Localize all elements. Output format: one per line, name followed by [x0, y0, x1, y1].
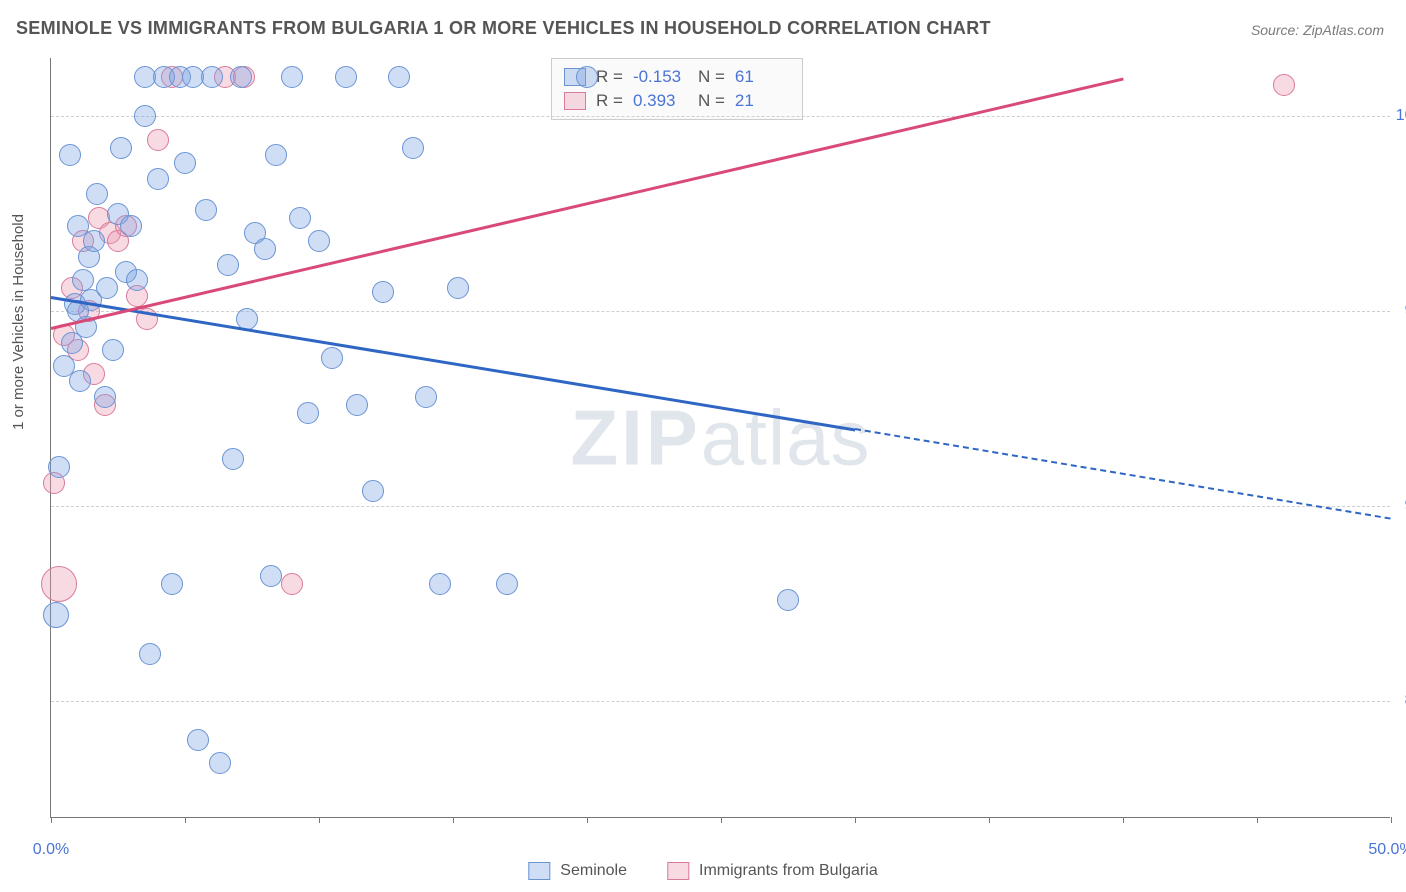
swatch-series2: [564, 92, 586, 110]
data-point-series1: [777, 589, 799, 611]
data-point-series1: [83, 230, 105, 252]
regression-line-series1: [51, 296, 855, 431]
x-tick: [1257, 817, 1258, 823]
x-tick: [51, 817, 52, 823]
data-point-series1: [147, 168, 169, 190]
data-point-series1: [415, 386, 437, 408]
data-point-series1: [187, 729, 209, 751]
n-label: N =: [698, 91, 725, 111]
data-point-series1: [281, 66, 303, 88]
data-point-series1: [120, 215, 142, 237]
data-point-series1: [48, 456, 70, 478]
data-point-series1: [102, 339, 124, 361]
data-point-series1: [576, 66, 598, 88]
data-point-series1: [372, 281, 394, 303]
scatter-plot-area: ZIPatlas R = -0.153 N = 61 R = 0.393 N =…: [50, 58, 1390, 818]
data-point-series1: [43, 602, 69, 628]
data-point-series1: [429, 573, 451, 595]
data-point-series2: [281, 573, 303, 595]
data-point-series1: [496, 573, 518, 595]
data-point-series1: [402, 137, 424, 159]
r-label: R =: [596, 91, 623, 111]
data-point-series1: [217, 254, 239, 276]
data-point-series1: [362, 480, 384, 502]
stats-row-series2: R = 0.393 N = 21: [564, 89, 790, 113]
data-point-series1: [297, 402, 319, 424]
x-tick-label: 50.0%: [1368, 841, 1406, 859]
source-attribution: Source: ZipAtlas.com: [1251, 22, 1384, 38]
y-axis-label: 1 or more Vehicles in Household: [10, 214, 27, 430]
r-label: R =: [596, 67, 623, 87]
data-point-series1: [388, 66, 410, 88]
data-point-series1: [195, 199, 217, 221]
y-tick-label: 95.0%: [1395, 302, 1406, 320]
data-point-series1: [308, 230, 330, 252]
data-point-series1: [209, 752, 231, 774]
data-point-series1: [222, 448, 244, 470]
legend-item-series1: Seminole: [528, 862, 627, 880]
data-point-series1: [59, 144, 81, 166]
data-point-series1: [96, 277, 118, 299]
data-point-series1: [126, 269, 148, 291]
x-tick: [989, 817, 990, 823]
data-point-series1: [134, 105, 156, 127]
data-point-series1: [265, 144, 287, 166]
legend-item-series2: Immigrants from Bulgaria: [667, 862, 878, 880]
data-point-series1: [139, 643, 161, 665]
legend: Seminole Immigrants from Bulgaria: [528, 862, 877, 880]
x-tick: [453, 817, 454, 823]
data-point-series1: [335, 66, 357, 88]
data-point-series1: [201, 66, 223, 88]
data-point-series1: [174, 152, 196, 174]
data-point-series1: [110, 137, 132, 159]
data-point-series1: [230, 66, 252, 88]
grid-line: [51, 116, 1390, 117]
n-label: N =: [698, 67, 725, 87]
data-point-series1: [447, 277, 469, 299]
data-point-series1: [161, 573, 183, 595]
x-tick: [855, 817, 856, 823]
data-point-series2: [147, 129, 169, 151]
n-value-series2: 21: [735, 91, 790, 111]
x-tick-label: 0.0%: [33, 841, 69, 859]
grid-line: [51, 506, 1390, 507]
y-tick-label: 85.0%: [1395, 692, 1406, 710]
y-tick-label: 90.0%: [1395, 497, 1406, 515]
x-tick: [1123, 817, 1124, 823]
x-tick: [721, 817, 722, 823]
data-point-series1: [321, 347, 343, 369]
data-point-series1: [86, 183, 108, 205]
legend-label-series2: Immigrants from Bulgaria: [699, 862, 878, 880]
data-point-series2: [41, 566, 77, 602]
data-point-series1: [254, 238, 276, 260]
n-value-series1: 61: [735, 67, 790, 87]
swatch-series1: [528, 862, 550, 880]
data-point-series1: [289, 207, 311, 229]
data-point-series1: [69, 370, 91, 392]
data-point-series1: [346, 394, 368, 416]
x-tick: [185, 817, 186, 823]
x-tick: [319, 817, 320, 823]
legend-label-series1: Seminole: [560, 862, 627, 880]
swatch-series2: [667, 862, 689, 880]
y-tick-label: 100.0%: [1395, 107, 1406, 125]
r-value-series1: -0.153: [633, 67, 688, 87]
data-point-series1: [260, 565, 282, 587]
x-tick: [587, 817, 588, 823]
x-tick: [1391, 817, 1392, 823]
data-point-series2: [1273, 74, 1295, 96]
chart-title: SEMINOLE VS IMMIGRANTS FROM BULGARIA 1 O…: [16, 18, 991, 39]
r-value-series2: 0.393: [633, 91, 688, 111]
data-point-series1: [94, 386, 116, 408]
grid-line: [51, 701, 1390, 702]
